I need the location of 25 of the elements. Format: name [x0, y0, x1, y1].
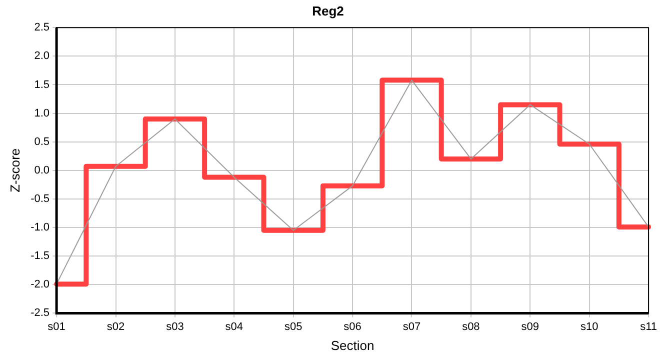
x-tick-label: s04 [225, 320, 244, 333]
y-tick-label: 1.5 [34, 78, 50, 91]
x-tick-label: s03 [166, 320, 184, 333]
y-tick-label: 2.0 [34, 50, 50, 62]
y-tick-label: -1.5 [30, 250, 50, 262]
y-tick-label: 1.0 [34, 107, 50, 120]
x-tick-label: s06 [344, 320, 362, 333]
y-tick-label: 2.5 [34, 22, 50, 34]
y-tick-label: 0.5 [34, 136, 50, 148]
y-axis-title: Z-score [7, 148, 22, 192]
x-axis-title: Section [330, 338, 374, 353]
y-tick-label: -1.0 [30, 222, 50, 234]
chart-title: Reg2 [312, 3, 344, 18]
x-tick-label: s10 [580, 320, 598, 333]
x-tick-label: s09 [521, 320, 540, 333]
y-tick-label: 0.0 [34, 164, 50, 176]
y-tick-label: -2.5 [30, 307, 50, 320]
x-tick-label: s11 [640, 320, 657, 333]
x-tick-label: s02 [106, 320, 125, 333]
x-tick-label: s05 [284, 320, 302, 333]
x-tick-label: s07 [402, 320, 421, 333]
x-tick-label: s01 [48, 320, 66, 333]
y-tick-label: -0.5 [30, 192, 50, 205]
y-tick-label: -2.0 [30, 278, 50, 291]
x-tick-label: s08 [462, 320, 480, 333]
